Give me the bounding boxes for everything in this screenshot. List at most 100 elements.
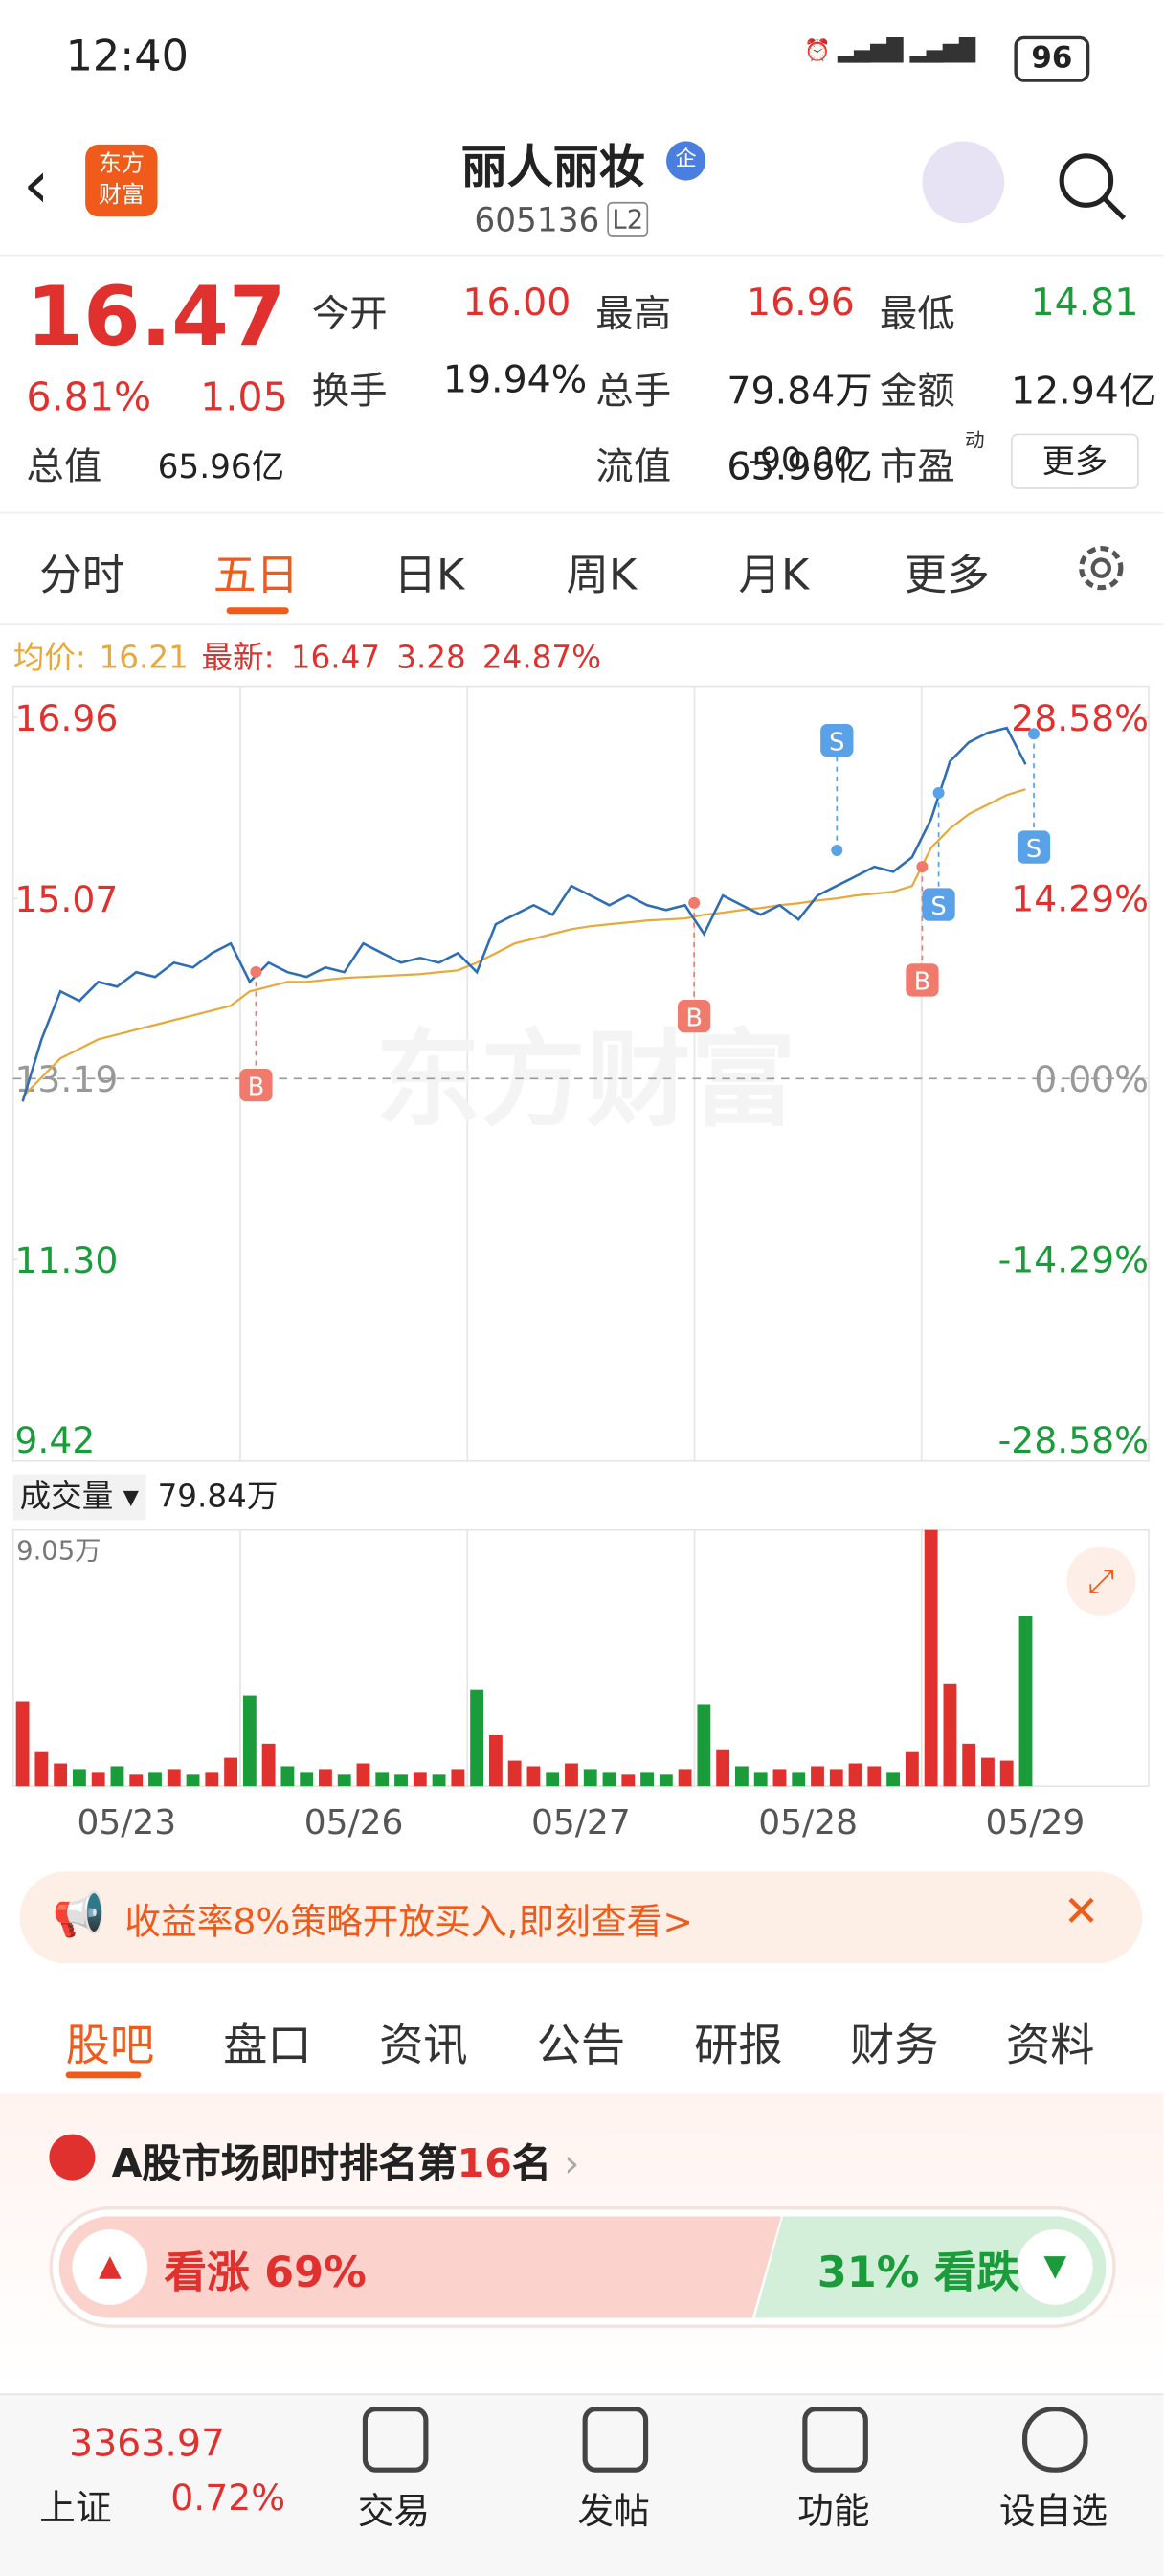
nav-icon[interactable]: [582, 2407, 649, 2473]
trade-dot: [250, 965, 262, 978]
volume-bar: [54, 1763, 68, 1787]
field-sup: 动: [965, 428, 985, 452]
volume-bar: [678, 1769, 692, 1787]
sub-tab[interactable]: 公告: [536, 2021, 626, 2072]
volume-bar: [867, 1766, 882, 1787]
back-button[interactable]: ‹: [23, 147, 50, 224]
sub-tab[interactable]: 资讯: [379, 2021, 468, 2072]
sub-tab[interactable]: 资料: [1005, 2021, 1095, 2072]
volume-bar: [319, 1769, 332, 1787]
x-label: 05/26: [304, 1803, 404, 1842]
volume-total: 79.84万: [157, 1479, 279, 1516]
search-icon[interactable]: [1054, 147, 1130, 223]
logo-text: 财富: [98, 182, 145, 209]
tab[interactable]: 日K: [393, 552, 465, 601]
logo[interactable]: 东方 财富: [85, 144, 158, 217]
volume-bar: [640, 1772, 654, 1787]
nav-label[interactable]: 设自选: [998, 2492, 1108, 2534]
sub-tab[interactable]: 股吧: [65, 2021, 155, 2072]
y2-tick-label: 0.00%: [1034, 1058, 1149, 1100]
volume-bar: [753, 1772, 768, 1787]
trade-dot: [688, 896, 701, 909]
volume-bar: [565, 1763, 578, 1787]
volume-bar: [602, 1772, 616, 1787]
nav-label[interactable]: 发帖: [577, 2492, 650, 2534]
trade-marker-bg: [1017, 830, 1051, 864]
volume-bar: [886, 1772, 901, 1787]
chart-frame: [11, 685, 1150, 1462]
trade-marker: S: [829, 728, 844, 757]
nav-label[interactable]: 功能: [797, 2492, 870, 2534]
divider: [0, 511, 1164, 514]
tab[interactable]: 五日: [213, 552, 300, 601]
divider: [0, 623, 1164, 626]
volume-bar: [546, 1772, 560, 1787]
promo-banner[interactable]: 📢 收益率8%策略开放买入,即刻查看> ✕: [19, 1871, 1143, 1964]
tab[interactable]: 更多: [904, 552, 990, 601]
volume-bar: [943, 1683, 957, 1787]
latest-label: 最新:: [201, 640, 275, 677]
volume-bar: [470, 1689, 484, 1787]
stock-code: 605136: [474, 200, 600, 240]
trade-marker: S: [930, 893, 946, 921]
volume-bar: [772, 1769, 787, 1787]
bearish-text: 31% 看跌: [817, 2248, 1020, 2299]
y-tick-label: 9.42: [14, 1419, 95, 1461]
volume-selector[interactable]: 成交量 ▾: [12, 1474, 146, 1521]
volume-bar: [962, 1743, 976, 1787]
field-value: -90.00: [748, 440, 855, 480]
trade-marker: B: [685, 1004, 703, 1032]
volume-bar: [261, 1743, 276, 1787]
index-value[interactable]: 3363.97: [69, 2423, 226, 2466]
bullish-bar[interactable]: [58, 2216, 782, 2318]
volume-bar: [110, 1766, 124, 1787]
tab[interactable]: 周K: [566, 552, 638, 601]
sub-tab[interactable]: 财务: [850, 2021, 939, 2072]
down-button[interactable]: ▼: [1017, 2229, 1093, 2305]
up-button[interactable]: ▲: [72, 2229, 148, 2305]
nav-icon[interactable]: [802, 2407, 868, 2473]
close-button[interactable]: ✕: [1063, 1887, 1100, 1937]
volume-bar: [15, 1701, 30, 1787]
x-label: 05/29: [986, 1803, 1086, 1842]
ranking-prefix: A股市场即时排名第: [111, 2140, 458, 2187]
field-value: 16.96: [747, 282, 855, 326]
volume-bar: [697, 1704, 711, 1787]
trade-marker: B: [248, 1073, 265, 1101]
x-label: 05/23: [77, 1803, 176, 1842]
volume-bar: [186, 1774, 200, 1787]
assistant-icon[interactable]: [922, 141, 1005, 224]
tab-indicator: [65, 2071, 142, 2079]
divider: [0, 254, 1164, 257]
field-label: 总手: [595, 371, 672, 415]
latest-change: 3.28: [396, 640, 466, 677]
watermark: 东方财富: [376, 1019, 796, 1141]
bottom-nav: [0, 2393, 1164, 2576]
banner-text: 收益率8%策略开放买入,即刻查看>: [124, 1902, 694, 1944]
nav-icon[interactable]: [1022, 2407, 1088, 2473]
expand-button[interactable]: ⤢: [1066, 1546, 1136, 1616]
sub-tab[interactable]: 盘口: [223, 2021, 312, 2072]
status-icons: ⏰ ▂▄▆█ ▂▄▆█: [804, 39, 976, 64]
trade-marker-bg: [820, 724, 854, 757]
y-tick-label: 16.96: [14, 697, 118, 739]
field-label: 市盈: [879, 446, 955, 489]
more-button[interactable]: 更多: [1011, 433, 1139, 489]
ranking-text[interactable]: A股市场即时排名第16名 ›: [111, 2140, 580, 2187]
nav-label[interactable]: 交易: [357, 2492, 431, 2534]
megaphone-icon: 📢: [52, 1890, 106, 1941]
settings-icon[interactable]: [1071, 538, 1130, 598]
volume-bar: [621, 1774, 636, 1787]
trade-dot: [1028, 728, 1041, 740]
field-label: 今开: [311, 293, 388, 337]
field-value: 14.81: [1030, 282, 1139, 326]
volume-bar: [583, 1769, 597, 1787]
tab[interactable]: 月K: [738, 552, 810, 601]
volume-bar: [205, 1772, 219, 1787]
volume-bar: [224, 1757, 238, 1787]
tab[interactable]: 分时: [39, 552, 125, 601]
sub-tab[interactable]: 研报: [694, 2021, 783, 2072]
nav-icon[interactable]: [362, 2407, 429, 2473]
volume-bar: [488, 1734, 503, 1787]
